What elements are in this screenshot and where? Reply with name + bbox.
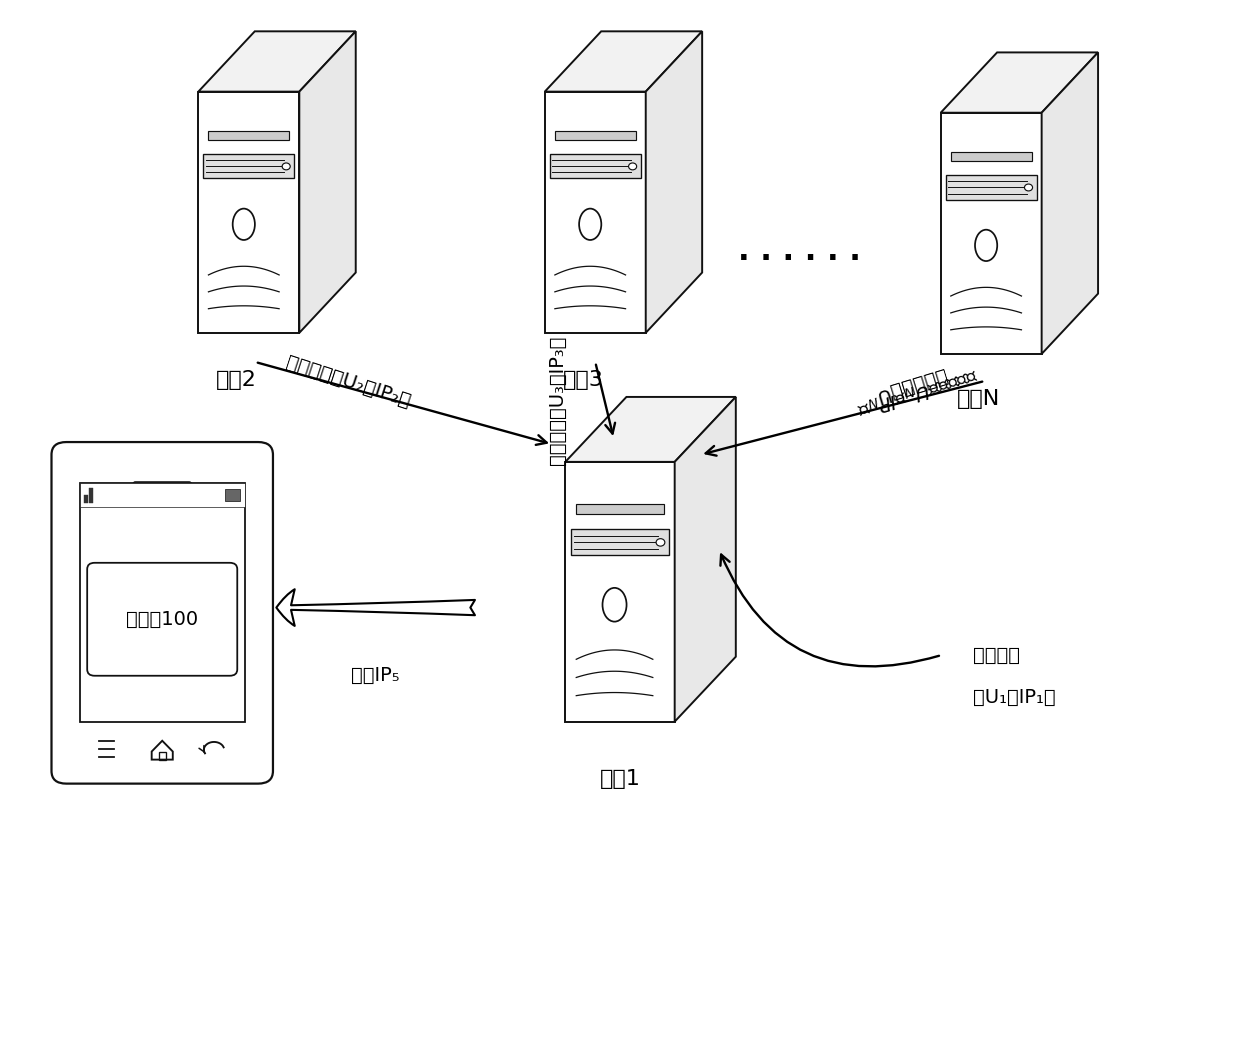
Polygon shape	[89, 488, 93, 503]
Text: 使用信息（U₃，IP₃）: 使用信息（U₃，IP₃）	[548, 336, 567, 465]
Text: （U₁，IP₁）: （U₁，IP₁）	[972, 688, 1055, 707]
Circle shape	[283, 163, 290, 170]
Polygon shape	[544, 92, 646, 333]
Polygon shape	[544, 32, 702, 92]
Polygon shape	[203, 154, 294, 179]
Ellipse shape	[233, 208, 255, 240]
Polygon shape	[554, 131, 636, 140]
Polygon shape	[84, 495, 88, 503]
Polygon shape	[675, 397, 735, 722]
Text: · · · · · ·: · · · · · ·	[738, 245, 861, 274]
Text: 发送IP₅: 发送IP₅	[351, 666, 399, 685]
Polygon shape	[577, 504, 663, 514]
FancyBboxPatch shape	[87, 562, 237, 675]
Circle shape	[629, 163, 636, 170]
Text: 使用信息（$U_N$，$IP_N$）: 使用信息（$U_N$，$IP_N$）	[854, 364, 980, 420]
Polygon shape	[951, 152, 1032, 161]
Text: 节点3: 节点3	[563, 370, 604, 390]
Polygon shape	[208, 131, 289, 140]
Text: 节点2: 节点2	[216, 370, 257, 390]
Polygon shape	[646, 32, 702, 333]
Polygon shape	[299, 32, 356, 333]
Ellipse shape	[975, 229, 997, 261]
Polygon shape	[941, 53, 1099, 113]
Polygon shape	[549, 154, 641, 179]
Circle shape	[656, 539, 665, 546]
Ellipse shape	[603, 588, 626, 622]
Polygon shape	[565, 397, 735, 462]
FancyBboxPatch shape	[79, 483, 244, 722]
Text: 节点N: 节点N	[957, 389, 1001, 409]
Circle shape	[1024, 184, 1033, 191]
Polygon shape	[1042, 53, 1099, 354]
Text: 使用信息: 使用信息	[972, 646, 1019, 665]
Polygon shape	[198, 92, 299, 333]
Text: 使用信息（U₂，IP₂）: 使用信息（U₂，IP₂）	[283, 353, 413, 411]
FancyBboxPatch shape	[133, 482, 191, 492]
Polygon shape	[941, 113, 1042, 354]
Polygon shape	[565, 462, 675, 722]
FancyBboxPatch shape	[224, 489, 239, 501]
Text: 使用信息（U: 使用信息（U	[873, 367, 949, 406]
Ellipse shape	[579, 208, 601, 240]
Polygon shape	[570, 530, 670, 555]
Text: 客户端100: 客户端100	[126, 610, 198, 629]
Polygon shape	[198, 32, 356, 92]
Text: 节点1: 节点1	[600, 768, 640, 789]
FancyBboxPatch shape	[52, 442, 273, 783]
Polygon shape	[946, 175, 1037, 200]
FancyBboxPatch shape	[79, 483, 244, 507]
